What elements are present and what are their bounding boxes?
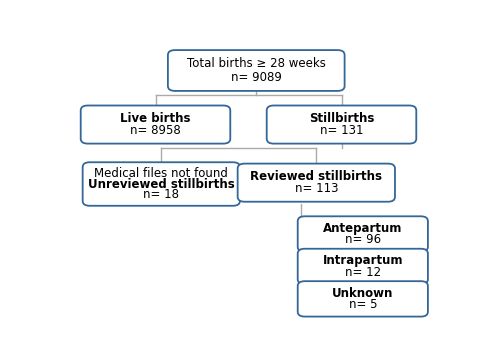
- FancyBboxPatch shape: [238, 164, 395, 202]
- Text: n= 8958: n= 8958: [130, 124, 181, 137]
- Text: n= 113: n= 113: [294, 182, 338, 195]
- FancyBboxPatch shape: [298, 216, 428, 252]
- Text: n= 12: n= 12: [345, 265, 381, 279]
- FancyBboxPatch shape: [298, 249, 428, 284]
- FancyBboxPatch shape: [80, 106, 231, 144]
- FancyBboxPatch shape: [298, 281, 428, 317]
- Text: Reviewed stillbirths: Reviewed stillbirths: [250, 170, 382, 183]
- Text: Intrapartum: Intrapartum: [322, 254, 403, 267]
- Text: n= 9089: n= 9089: [231, 71, 281, 84]
- Text: n= 18: n= 18: [144, 188, 180, 201]
- Text: Live births: Live births: [120, 112, 191, 125]
- Text: n= 5: n= 5: [348, 298, 377, 311]
- Text: Unreviewed stillbirths: Unreviewed stillbirths: [88, 178, 234, 191]
- Text: n= 131: n= 131: [320, 124, 363, 137]
- Text: Stillbirths: Stillbirths: [309, 112, 374, 125]
- Text: Medical files not found: Medical files not found: [94, 167, 228, 180]
- FancyBboxPatch shape: [82, 162, 240, 206]
- FancyBboxPatch shape: [266, 106, 416, 144]
- Text: Unknown: Unknown: [332, 287, 394, 300]
- Text: n= 96: n= 96: [345, 233, 381, 246]
- Text: Antepartum: Antepartum: [323, 222, 402, 235]
- Text: Total births ≥ 28 weeks: Total births ≥ 28 weeks: [187, 57, 326, 70]
- FancyBboxPatch shape: [168, 50, 344, 91]
